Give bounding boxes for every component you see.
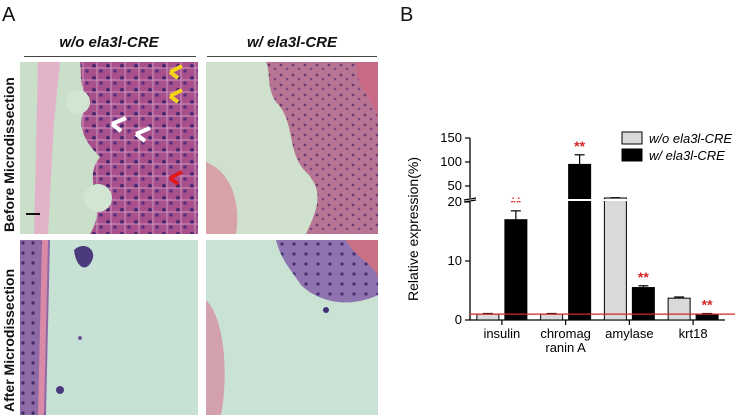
significance-label: ** bbox=[574, 138, 585, 154]
y-tick-label: 50 bbox=[448, 178, 462, 193]
panel-b-label: B bbox=[400, 4, 414, 26]
legend-label: w/o ela3l-CRE bbox=[649, 131, 732, 146]
column-underline-with bbox=[207, 56, 377, 57]
column-underline-without bbox=[24, 56, 196, 57]
column-header-without-cre: w/o ela3l-CRE bbox=[59, 34, 159, 51]
x-tick-label: insulin bbox=[483, 326, 520, 341]
axis-break-mark bbox=[463, 199, 477, 203]
bar bbox=[568, 163, 592, 321]
panel-a-label: A bbox=[2, 4, 16, 26]
bar bbox=[667, 297, 691, 321]
axis-break-mark bbox=[463, 197, 477, 201]
significance-label: ** bbox=[638, 269, 649, 285]
bar bbox=[631, 287, 655, 321]
row-header-before: Before Microdissection bbox=[1, 77, 17, 232]
column-header-with-cre: w/ ela3l-CRE bbox=[246, 34, 338, 51]
y-tick-label: 0 bbox=[455, 312, 462, 327]
bar bbox=[504, 219, 528, 321]
legend-swatch bbox=[621, 148, 643, 162]
bar bbox=[476, 313, 500, 321]
y-tick-label: 100 bbox=[440, 154, 462, 169]
micrograph-after-with-cre bbox=[206, 240, 378, 415]
x-tick-label: amylase bbox=[605, 326, 653, 341]
y-tick-label: 10 bbox=[448, 253, 462, 268]
micrograph-before-without-cre bbox=[20, 62, 198, 234]
y-axis-label: Relative expression(%) bbox=[405, 157, 421, 301]
micrograph-after-without-cre bbox=[20, 240, 198, 415]
row-header-after: After Microdissection bbox=[1, 268, 17, 412]
y-tick-label: 20 bbox=[448, 194, 462, 209]
significance-label: ** bbox=[702, 297, 713, 313]
legend-label: w/ ela3l-CRE bbox=[649, 148, 725, 163]
bar bbox=[603, 197, 627, 321]
x-tick-label: krt18 bbox=[679, 326, 708, 341]
axis-break bbox=[464, 199, 725, 201]
x-tick-label: ranin A bbox=[545, 340, 586, 355]
micrograph-before-with-cre bbox=[206, 62, 378, 234]
y-tick-label: 150 bbox=[440, 130, 462, 145]
significance-label: ** bbox=[510, 194, 521, 210]
x-tick-label: chromag bbox=[540, 326, 591, 341]
bar bbox=[695, 313, 719, 321]
legend-swatch bbox=[621, 131, 643, 145]
bar bbox=[540, 313, 564, 321]
